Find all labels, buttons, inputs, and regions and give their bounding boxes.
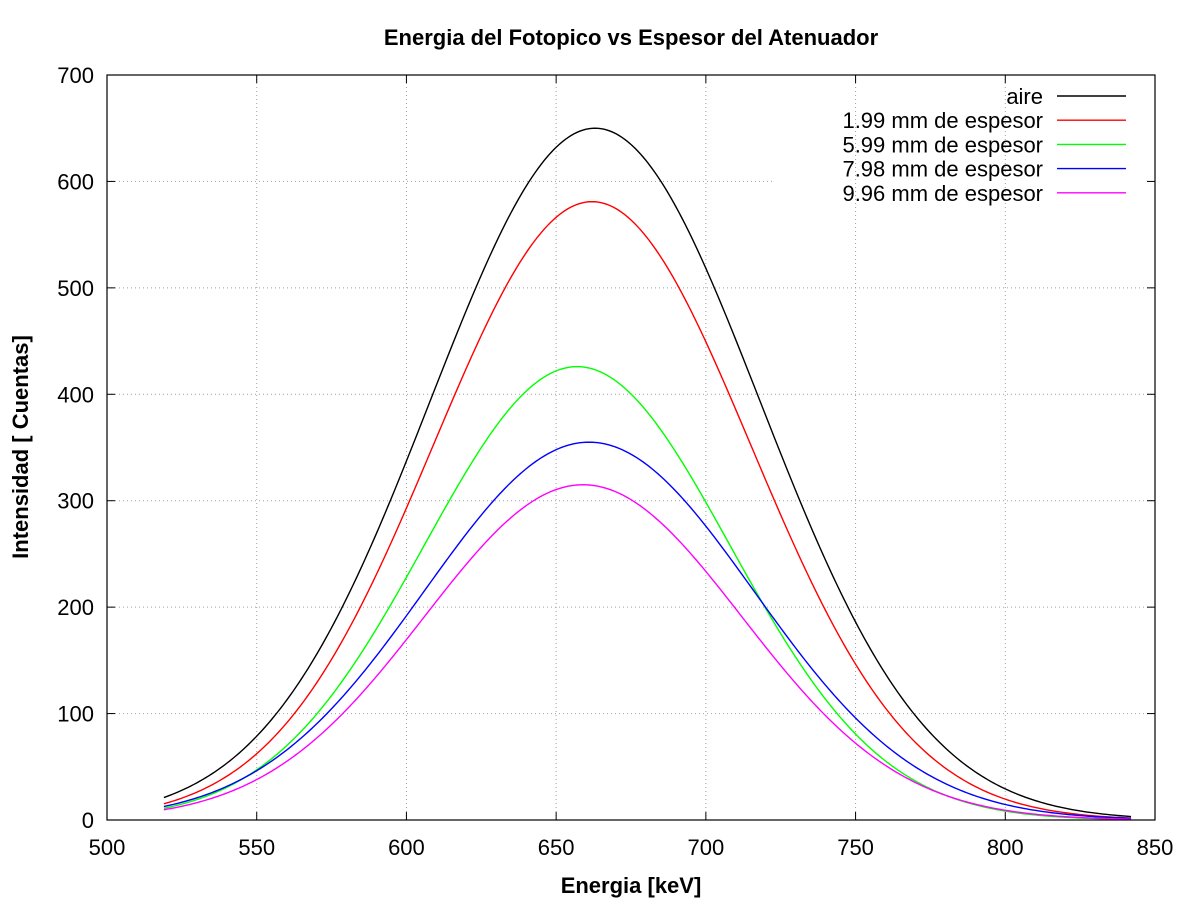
y-axis-title: Intensidad [ Cuentas] [8, 335, 33, 559]
legend-label-4: 9.96 mm de espesor [842, 181, 1043, 206]
ticks-layer: 500 550 600 650 700 750 800 850 0 100 200 300 400 500… [57, 63, 1173, 860]
x-axis-title: Energia [keV] [561, 873, 702, 898]
legend-label-2: 5.99 mm de espesor [842, 132, 1043, 157]
x-tick-label: 650 [538, 835, 575, 860]
series-line-4 [163, 484, 1132, 820]
chart-title: Energia del Fotopico vs Espesor del Aten… [384, 25, 879, 50]
y-tick-label: 500 [57, 276, 94, 301]
y-tick-label: 300 [57, 489, 94, 514]
x-tick-label: 750 [837, 835, 874, 860]
y-tick-label: 100 [57, 702, 94, 727]
series-line-1 [163, 200, 1132, 819]
series-line-0 [163, 127, 1132, 818]
x-tick-label: 800 [987, 835, 1024, 860]
x-tick-label: 600 [388, 835, 425, 860]
x-tick-label: 850 [1137, 835, 1174, 860]
y-tick-label: 0 [82, 808, 94, 833]
plot-frame [106, 74, 1156, 821]
x-tick-label: 500 [89, 835, 126, 860]
legend-label-0: aire [1006, 84, 1043, 109]
series-layer [163, 127, 1132, 821]
y-tick-label: 700 [57, 63, 94, 88]
legend-label-1: 1.99 mm de espesor [842, 108, 1043, 133]
y-tick-label: 600 [57, 169, 94, 194]
x-tick-label: 550 [238, 835, 275, 860]
x-tick-label: 700 [687, 835, 724, 860]
grid-layer [107, 75, 1155, 820]
legend-label-3: 7.98 mm de espesor [842, 157, 1043, 182]
series-line-2 [163, 365, 1132, 821]
y-tick-label: 400 [57, 382, 94, 407]
series-line-3 [163, 441, 1132, 820]
y-tick-label: 200 [57, 595, 94, 620]
